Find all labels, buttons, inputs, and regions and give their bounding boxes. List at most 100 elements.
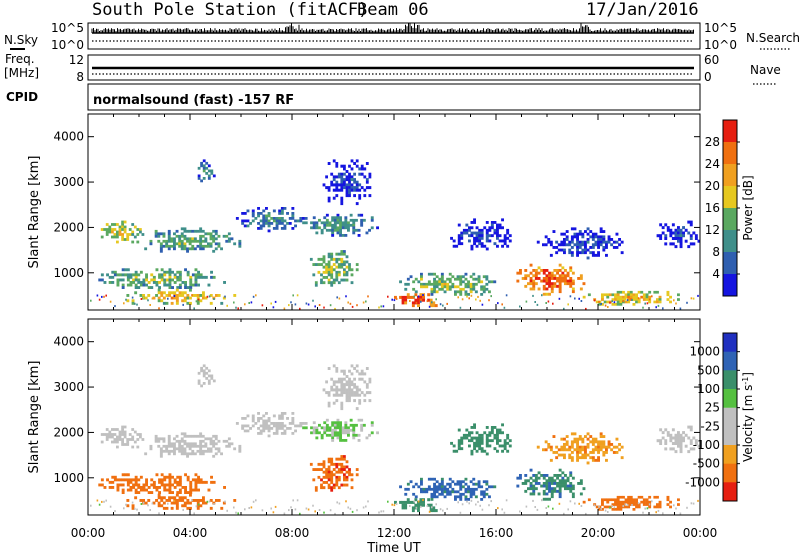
heatmap-cell <box>552 230 556 233</box>
heatmap-cell <box>478 231 482 235</box>
heatmap-cell <box>548 274 551 278</box>
heatmap-cell <box>199 439 203 443</box>
heatmap-cell <box>457 234 461 238</box>
heatmap-cell <box>632 503 636 506</box>
heatmap-cell <box>687 450 691 454</box>
heatmap-cell <box>113 270 117 274</box>
heatmap-cell <box>566 279 570 283</box>
heatmap-cell <box>197 298 200 301</box>
heatmap-cell <box>217 234 221 238</box>
heatmap-cell <box>627 500 631 504</box>
heatmap-cell <box>456 480 460 484</box>
heatmap-cell <box>644 507 646 510</box>
freq-label: Freq. <box>5 52 35 66</box>
heatmap-cell <box>191 499 195 502</box>
heatmap-cell <box>347 228 350 232</box>
heatmap-cell <box>243 224 247 228</box>
heatmap-cell <box>616 508 620 511</box>
heatmap-cell <box>594 232 598 236</box>
heatmap-cell <box>327 473 331 477</box>
heatmap-cell <box>478 236 482 240</box>
heatmap-cell <box>529 282 533 286</box>
heatmap-cell <box>521 482 525 485</box>
heatmap-cell <box>477 277 481 281</box>
heatmap-cell <box>121 225 124 229</box>
heatmap-cell <box>440 287 444 291</box>
heatmap-cell <box>116 240 119 244</box>
heatmap-cell <box>165 244 169 248</box>
heatmap-cell <box>607 240 611 244</box>
heatmap-cell <box>225 239 229 243</box>
heatmap-cell <box>432 506 436 510</box>
heatmap-cell <box>603 498 607 502</box>
heatmap-cell <box>194 486 198 489</box>
heatmap-cell <box>352 226 356 230</box>
heatmap-cell <box>126 275 130 279</box>
heatmap-cell <box>220 506 224 510</box>
heatmap-cell <box>624 300 628 304</box>
heatmap-cell <box>116 223 119 226</box>
heatmap-cell <box>645 293 649 297</box>
heatmap-cell <box>532 479 536 483</box>
heatmap-cell <box>330 252 334 256</box>
colorbar-segment <box>723 252 737 275</box>
heatmap-cell <box>209 244 213 248</box>
heatmap-cell <box>605 246 608 249</box>
heatmap-cell <box>204 232 208 236</box>
heatmap-cell <box>315 428 319 432</box>
heatmap-cell <box>152 281 156 284</box>
heatmap-cell <box>558 277 562 280</box>
heatmap-cell <box>327 265 331 269</box>
heatmap-cell <box>124 273 128 277</box>
heatmap-cell <box>340 263 344 266</box>
heatmap-cell <box>584 251 587 255</box>
heatmap-cell <box>330 388 334 392</box>
heatmap-cell <box>404 295 408 299</box>
heatmap-cell <box>674 231 678 235</box>
heatmap-cell <box>137 273 141 277</box>
heatmap-cell <box>251 419 255 423</box>
heatmap-cell <box>566 274 570 278</box>
heatmap-cell <box>350 393 354 397</box>
heatmap-cell <box>345 460 349 464</box>
heatmap-cell <box>325 423 329 427</box>
heatmap-cell <box>180 234 184 238</box>
heatmap-cell <box>622 290 625 294</box>
heatmap-cell <box>331 423 335 427</box>
heatmap-cell <box>591 451 595 454</box>
heatmap-cell <box>348 393 351 397</box>
freq-axis-bottom: 8 <box>76 70 84 84</box>
heatmap-cell <box>186 506 190 510</box>
heatmap-cell <box>336 231 340 235</box>
heatmap-cell <box>238 239 242 243</box>
heatmap-cell <box>178 291 182 295</box>
heatmap-cell <box>561 266 565 270</box>
heatmap-cell <box>470 231 474 235</box>
heatmap-cell <box>333 423 337 427</box>
heatmap-cell <box>111 270 115 274</box>
beam-label: Beam 06 <box>357 0 429 20</box>
heatmap-cell <box>158 281 161 284</box>
heatmap-cell <box>673 299 675 302</box>
heatmap-cell <box>212 379 216 383</box>
heatmap-cell <box>435 290 439 294</box>
heatmap-cell <box>337 475 341 479</box>
heatmap-cell <box>406 277 410 281</box>
heatmap-cell <box>183 296 187 300</box>
heatmap-cell <box>550 282 554 286</box>
heatmap-cell <box>348 263 351 266</box>
heatmap-cell <box>168 275 172 279</box>
heatmap-cell <box>160 473 164 477</box>
heatmap-cell <box>123 302 125 305</box>
heatmap-cell <box>343 391 346 395</box>
heatmap-cell <box>561 482 565 485</box>
heatmap-cell <box>299 512 301 515</box>
heatmap-cell <box>451 487 455 491</box>
heatmap-cell <box>330 486 334 490</box>
heatmap-cell <box>548 484 551 488</box>
heatmap-cell <box>204 444 208 448</box>
heatmap-cell <box>576 458 579 462</box>
heatmap-cell <box>674 436 678 440</box>
heatmap-cell <box>175 439 179 443</box>
heatmap-cell <box>360 418 364 422</box>
